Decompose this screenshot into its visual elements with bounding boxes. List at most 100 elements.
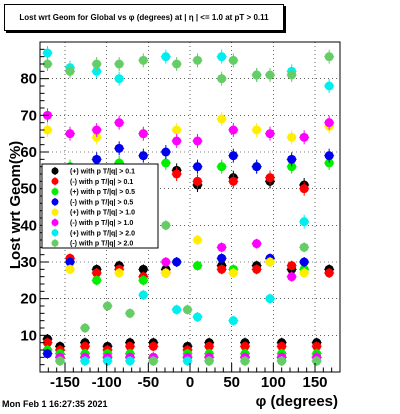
data-point — [252, 125, 262, 135]
legend-label: (+) with p T/|q| > 0.1 — [70, 169, 135, 176]
y-axis-title: Lost wrt Geom(%) — [7, 141, 24, 269]
data-point — [287, 272, 297, 282]
data-point — [148, 356, 158, 366]
y-tick-label: 60 — [20, 144, 37, 161]
data-point — [138, 275, 148, 285]
data-point — [43, 338, 52, 348]
data-point — [125, 308, 135, 318]
data-point — [228, 55, 238, 65]
data-point — [228, 176, 238, 186]
data-point — [65, 257, 75, 267]
x-tick-label: -50 — [137, 374, 159, 391]
data-point — [312, 356, 322, 366]
data-point — [252, 264, 262, 274]
data-point — [228, 268, 238, 278]
data-point — [312, 341, 322, 351]
data-point — [228, 151, 238, 161]
data-point — [217, 162, 227, 172]
legend-label: (-) with p T/|q| > 2.0 — [70, 241, 133, 248]
legend-label: (-) with p T/|q| > 1.0 — [70, 220, 133, 227]
data-point — [299, 132, 309, 142]
data-point — [324, 268, 334, 278]
data-point — [299, 184, 309, 194]
legend: (+) with p T/|q| > 0.1 (-) with p T/|q| >… — [41, 163, 159, 249]
data-point — [193, 235, 202, 245]
data-point — [193, 55, 202, 65]
data-points — [42, 46, 335, 366]
data-point — [228, 316, 238, 326]
data-point — [43, 59, 52, 69]
data-point — [138, 151, 148, 161]
data-point — [43, 125, 52, 135]
data-point — [265, 129, 275, 139]
data-point — [161, 220, 171, 230]
data-point — [217, 74, 227, 84]
data-point — [114, 143, 124, 153]
data-point — [43, 48, 52, 58]
y-tick-label: 20 — [20, 291, 37, 308]
data-point — [138, 129, 148, 139]
data-point — [65, 129, 75, 139]
legend-label: (+) with p T/|q| > 2.0 — [70, 230, 135, 237]
data-point — [92, 275, 102, 285]
data-point — [92, 132, 102, 142]
timestamp: Mon Feb 1 16:27:35 2021 — [2, 399, 108, 409]
data-point — [80, 356, 90, 366]
data-point — [103, 301, 112, 311]
data-point — [161, 52, 171, 62]
data-point — [193, 176, 202, 186]
data-point — [80, 323, 90, 333]
data-point — [287, 162, 297, 172]
data-point — [55, 356, 65, 366]
data-point — [217, 253, 227, 263]
data-point — [125, 341, 135, 351]
data-point — [172, 59, 182, 69]
data-point — [228, 125, 238, 135]
data-point — [114, 118, 124, 128]
data-point — [138, 55, 148, 65]
data-point — [240, 341, 250, 351]
data-point — [125, 356, 135, 366]
y-tick-label: 50 — [20, 181, 37, 198]
data-point — [324, 118, 334, 128]
data-point — [252, 239, 262, 249]
data-point — [183, 305, 192, 315]
data-point — [172, 305, 182, 315]
legend-label: (-) with p T/|q| > 0.1 — [70, 179, 133, 186]
data-point — [92, 66, 102, 76]
data-point — [138, 290, 148, 300]
data-point — [148, 341, 158, 351]
data-point — [92, 154, 102, 164]
data-point — [287, 154, 297, 164]
x-tick-label: 0 — [186, 374, 194, 391]
data-point — [92, 125, 102, 135]
data-point — [287, 261, 297, 271]
x-tick-label: -150 — [50, 374, 80, 391]
data-point — [161, 257, 171, 267]
data-point — [217, 264, 227, 274]
data-point — [172, 257, 182, 267]
data-point — [161, 147, 171, 157]
y-tick-label: 40 — [20, 217, 37, 234]
data-point — [161, 158, 171, 168]
data-point — [204, 356, 214, 366]
data-point — [240, 356, 250, 366]
data-point — [92, 268, 102, 278]
legend-label: (-) with p T/|q| > 0.5 — [70, 199, 133, 206]
data-point — [161, 268, 171, 278]
axis-ticks: -150 -100 -50 0 50 100 150 10 20 30 40 50 60 70 80 — [20, 41, 341, 391]
data-point — [43, 349, 52, 359]
data-point — [265, 70, 275, 80]
data-point — [265, 294, 275, 304]
data-point — [65, 264, 75, 274]
data-point — [277, 341, 287, 351]
data-point — [217, 114, 227, 124]
x-tick-label: -100 — [92, 374, 122, 391]
data-point — [217, 242, 227, 252]
y-tick-label: 30 — [20, 254, 37, 271]
data-point — [92, 59, 102, 69]
data-point — [324, 151, 334, 161]
chart-title: Lost wrt Geom for Global vs φ (degrees) … — [4, 4, 284, 31]
data-point — [103, 356, 112, 366]
